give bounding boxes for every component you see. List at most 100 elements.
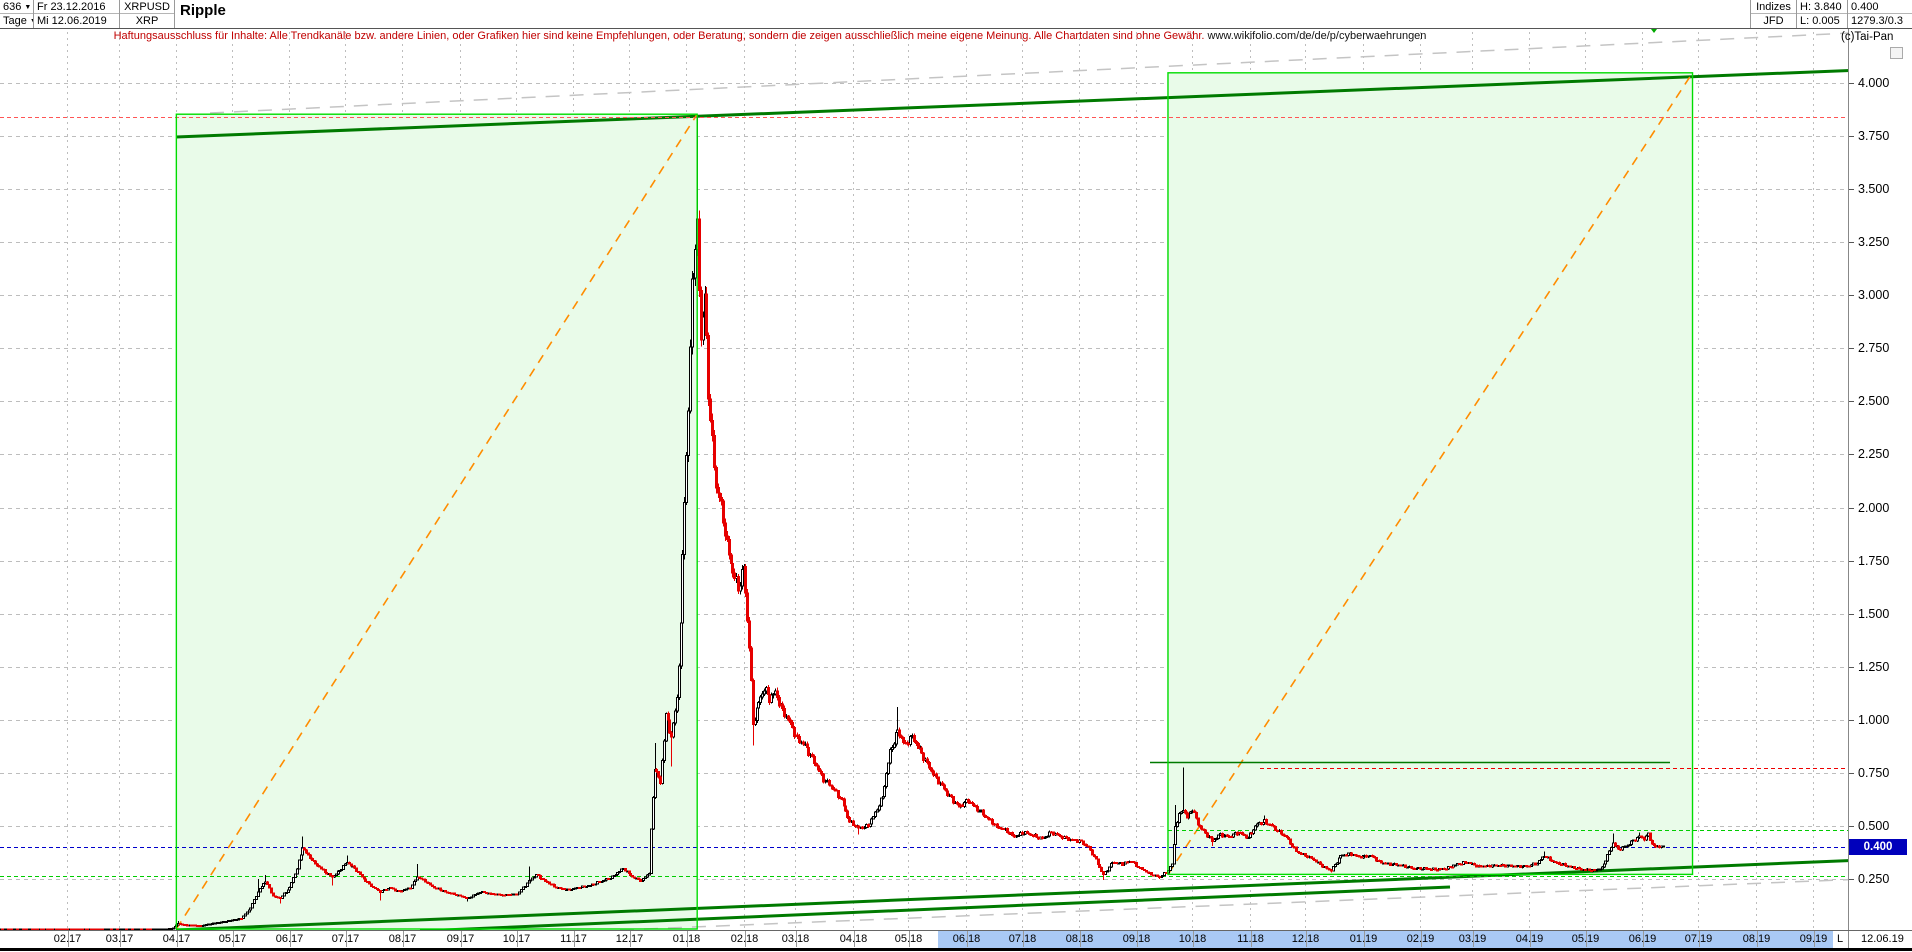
month-label: 11.18 (1237, 933, 1264, 945)
month-tick (1698, 931, 1700, 947)
month-label: 03.17 (105, 933, 134, 945)
price-label: 0.750 (1858, 766, 1890, 780)
month-tick (1079, 931, 1081, 947)
month-tick (686, 931, 688, 947)
instrument-name: Ripple (180, 2, 226, 19)
month-label: 05.19 (1571, 933, 1600, 945)
month-label: 05.17 (218, 933, 247, 945)
price-label: 2.750 (1858, 341, 1890, 355)
month-label: 04.18 (839, 933, 868, 945)
price-tick (1849, 295, 1854, 296)
month-tick (1420, 931, 1422, 947)
selected-range-highlight (938, 931, 1833, 948)
month-tick (1363, 931, 1365, 947)
last-bar-marker: L (1836, 933, 1844, 945)
price-label: 3.750 (1858, 129, 1890, 143)
disclaimer-text: Haftungsausschluss für Inhalte: Alle Tre… (113, 30, 1427, 42)
price-tick (1849, 189, 1854, 190)
date-from-field[interactable]: Fr 23.12.2016 (34, 0, 119, 14)
month-label: 02.17 (53, 933, 82, 945)
month-label: 08.18 (1065, 933, 1094, 945)
bars-count-dropdown[interactable]: 636 ▼ (0, 0, 33, 14)
month-label: 04.17 (162, 933, 191, 945)
month-tick (1756, 931, 1758, 947)
month-label: 01.19 (1349, 933, 1378, 945)
price-tick (1849, 773, 1854, 774)
month-label: 09.17 (446, 933, 475, 945)
disclaimer-link[interactable]: www.wikifolio.com/de/de/p/cyberwaehrunge… (1207, 30, 1427, 42)
month-label: 07.18 (1008, 933, 1037, 945)
price-tick (1849, 561, 1854, 562)
price-label: 1.250 (1858, 660, 1890, 674)
price-label: 2.500 (1858, 394, 1890, 408)
high-low-cell: H: 3.840 L: 0.005 (1797, 0, 1848, 28)
month-label: 02.19 (1406, 933, 1435, 945)
month-label: 11.17 (560, 933, 587, 945)
month-tick (516, 931, 518, 947)
month-tick (744, 931, 746, 947)
month-label: 06.18 (952, 933, 981, 945)
month-tick (1136, 931, 1138, 947)
month-tick (1022, 931, 1024, 947)
month-tick (176, 931, 178, 947)
month-tick (289, 931, 291, 947)
month-tick (1813, 931, 1815, 947)
channel-target-triangle-icon (1648, 25, 1660, 33)
month-label: 10.17 (502, 933, 531, 945)
month-tick (1250, 931, 1252, 947)
period-dropdown[interactable]: Tage ▼ (0, 14, 33, 28)
month-tick (629, 931, 631, 947)
month-tick (966, 931, 968, 947)
month-label: 12.17 (615, 933, 644, 945)
axis-baseline (0, 948, 1912, 951)
month-label: 04.19 (1515, 933, 1544, 945)
bars-period-selectors: 636 ▼ Tage ▼ (0, 0, 34, 28)
price-label: 1.500 (1858, 607, 1890, 621)
date-to-field[interactable]: Mi 12.06.2019 (37, 15, 107, 27)
price-tick (1849, 879, 1854, 880)
month-tick (402, 931, 404, 947)
month-tick (345, 931, 347, 947)
symbol-short-label: XRP (135, 15, 159, 27)
price-label: 2.000 (1858, 501, 1890, 515)
price-label: 2.250 (1858, 447, 1890, 461)
month-tick (1472, 931, 1474, 947)
symbol-label: XRPUSD (120, 0, 174, 14)
price-tick (1849, 401, 1854, 402)
price-tick (1849, 720, 1854, 721)
symbol-cell: XRPUSD XRP (120, 0, 175, 28)
time-axis: 02.17 03.17 04.17 05.17 06.17 07.17 08.17 09.17… (0, 930, 1912, 952)
high-value: H: 3.840 (1797, 0, 1847, 14)
price-tick (1849, 242, 1854, 243)
month-tick (908, 931, 910, 947)
month-label: 06.17 (275, 933, 304, 945)
month-tick (1642, 931, 1644, 947)
ratio-value: 1279.3/0.3 (1851, 15, 1903, 27)
month-label: 01.18 (672, 933, 701, 945)
price-label: 1.000 (1858, 713, 1890, 727)
month-label: 08.17 (388, 933, 417, 945)
price-axis: 4.000 3.750 3.500 3.250 3.000 2.750 2.500 2.250… (1848, 29, 1912, 930)
month-label: 02.18 (730, 933, 759, 945)
minimize-icon[interactable] (1890, 47, 1903, 59)
month-tick (460, 931, 462, 947)
month-tick (1529, 931, 1531, 947)
price-label: 4.000 (1858, 76, 1890, 90)
month-tick (795, 931, 797, 947)
month-label: 10.18 (1178, 933, 1207, 945)
price-tick (1849, 667, 1854, 668)
month-tick (119, 931, 121, 947)
month-label: 09.19 (1799, 933, 1828, 945)
price-label: 1.750 (1858, 554, 1890, 568)
month-tick (1192, 931, 1194, 947)
chevron-down-icon: ▼ (30, 18, 33, 25)
provider-label: JFD (1763, 15, 1784, 27)
month-label: 05.18 (894, 933, 923, 945)
price-label: 3.250 (1858, 235, 1890, 249)
price-label: 3.500 (1858, 182, 1890, 196)
price-tick (1849, 348, 1854, 349)
price-label: 0.250 (1858, 872, 1890, 886)
date-range: Fr 23.12.2016 Mi 12.06.2019 (34, 0, 120, 28)
